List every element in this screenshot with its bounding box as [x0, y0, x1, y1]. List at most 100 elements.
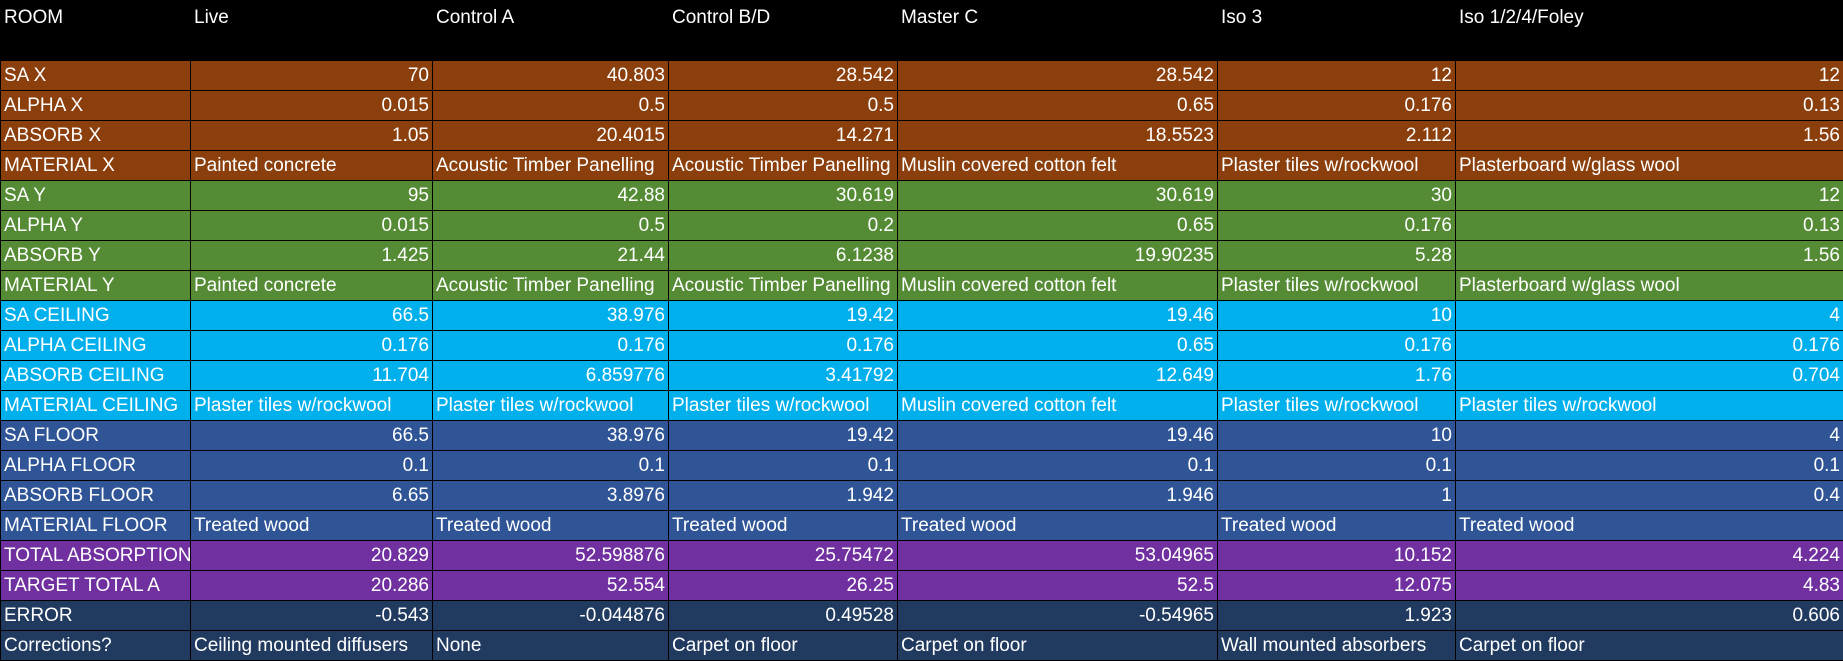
data-cell[interactable]: Treated wood: [1456, 511, 1843, 541]
data-cell[interactable]: 0.176: [433, 331, 669, 361]
data-cell[interactable]: Carpet on floor: [1456, 631, 1843, 661]
data-cell[interactable]: 1.946: [898, 481, 1218, 511]
row-label-cell[interactable]: ALPHA FLOOR: [1, 451, 191, 481]
data-cell[interactable]: 20.829: [191, 541, 433, 571]
data-cell[interactable]: 1.56: [1456, 121, 1843, 151]
data-cell[interactable]: 0.65: [898, 331, 1218, 361]
row-label-cell[interactable]: TOTAL ABSORPTION: [1, 541, 191, 571]
row-label-cell[interactable]: ABSORB X: [1, 121, 191, 151]
data-cell[interactable]: 0.606: [1456, 601, 1843, 631]
row-label-cell[interactable]: SA X: [1, 61, 191, 91]
data-cell[interactable]: 0.015: [191, 211, 433, 241]
data-cell[interactable]: -0.54965: [898, 601, 1218, 631]
data-cell[interactable]: Carpet on floor: [669, 631, 898, 661]
data-cell[interactable]: 53.04965: [898, 541, 1218, 571]
row-label-cell[interactable]: ALPHA Y: [1, 211, 191, 241]
data-cell[interactable]: 0.13: [1456, 211, 1843, 241]
row-label-cell[interactable]: ABSORB FLOOR: [1, 481, 191, 511]
data-cell[interactable]: 3.41792: [669, 361, 898, 391]
data-cell[interactable]: Plaster tiles w/rockwool: [191, 391, 433, 421]
data-cell[interactable]: 0.5: [433, 91, 669, 121]
data-cell[interactable]: Painted concrete: [191, 271, 433, 301]
data-cell[interactable]: 52.5: [898, 571, 1218, 601]
header-cell-iso-1-2-4-foley[interactable]: Iso 1/2/4/Foley: [1456, 1, 1843, 61]
data-cell[interactable]: 1.923: [1218, 601, 1456, 631]
data-cell[interactable]: 6.1238: [669, 241, 898, 271]
row-label-cell[interactable]: MATERIAL CEILING: [1, 391, 191, 421]
data-cell[interactable]: 0.1: [898, 451, 1218, 481]
data-cell[interactable]: 0.4: [1456, 481, 1843, 511]
data-cell[interactable]: Carpet on floor: [898, 631, 1218, 661]
data-cell[interactable]: 12: [1456, 181, 1843, 211]
data-cell[interactable]: 0.176: [669, 331, 898, 361]
data-cell[interactable]: 2.112: [1218, 121, 1456, 151]
data-cell[interactable]: 0.65: [898, 211, 1218, 241]
data-cell[interactable]: 38.976: [433, 421, 669, 451]
data-cell[interactable]: 3.8976: [433, 481, 669, 511]
row-label-cell[interactable]: SA FLOOR: [1, 421, 191, 451]
header-cell-iso-3[interactable]: Iso 3: [1218, 1, 1456, 61]
data-cell[interactable]: Plaster tiles w/rockwool: [433, 391, 669, 421]
header-cell-control-a[interactable]: Control A: [433, 1, 669, 61]
data-cell[interactable]: 38.976: [433, 301, 669, 331]
data-cell[interactable]: 1.56: [1456, 241, 1843, 271]
row-label-cell[interactable]: MATERIAL Y: [1, 271, 191, 301]
data-cell[interactable]: 40.803: [433, 61, 669, 91]
row-label-cell[interactable]: ABSORB CEILING: [1, 361, 191, 391]
data-cell[interactable]: 0.176: [191, 331, 433, 361]
data-cell[interactable]: Treated wood: [433, 511, 669, 541]
data-cell[interactable]: 0.2: [669, 211, 898, 241]
data-cell[interactable]: Treated wood: [898, 511, 1218, 541]
data-cell[interactable]: 52.598876: [433, 541, 669, 571]
row-label-cell[interactable]: ERROR: [1, 601, 191, 631]
header-cell-live[interactable]: Live: [191, 1, 433, 61]
data-cell[interactable]: 0.176: [1218, 211, 1456, 241]
data-cell[interactable]: 0.176: [1456, 331, 1843, 361]
data-cell[interactable]: 0.65: [898, 91, 1218, 121]
data-cell[interactable]: 10.152: [1218, 541, 1456, 571]
data-cell[interactable]: 0.1: [433, 451, 669, 481]
data-cell[interactable]: 0.1: [1218, 451, 1456, 481]
data-cell[interactable]: Treated wood: [191, 511, 433, 541]
data-cell[interactable]: 4.224: [1456, 541, 1843, 571]
data-cell[interactable]: 66.5: [191, 421, 433, 451]
data-cell[interactable]: 19.42: [669, 421, 898, 451]
row-label-cell[interactable]: SA Y: [1, 181, 191, 211]
data-cell[interactable]: 14.271: [669, 121, 898, 151]
data-cell[interactable]: 0.176: [1218, 91, 1456, 121]
data-cell[interactable]: None: [433, 631, 669, 661]
data-cell[interactable]: Acoustic Timber Panelling: [433, 151, 669, 181]
data-cell[interactable]: 4: [1456, 301, 1843, 331]
data-cell[interactable]: Muslin covered cotton felt: [898, 391, 1218, 421]
data-cell[interactable]: -0.543: [191, 601, 433, 631]
data-cell[interactable]: 30.619: [898, 181, 1218, 211]
row-label-cell[interactable]: TARGET TOTAL A: [1, 571, 191, 601]
data-cell[interactable]: 1: [1218, 481, 1456, 511]
data-cell[interactable]: 5.28: [1218, 241, 1456, 271]
data-cell[interactable]: Muslin covered cotton felt: [898, 271, 1218, 301]
data-cell[interactable]: 28.542: [898, 61, 1218, 91]
data-cell[interactable]: 95: [191, 181, 433, 211]
data-cell[interactable]: 12: [1456, 61, 1843, 91]
data-cell[interactable]: 19.90235: [898, 241, 1218, 271]
data-cell[interactable]: Plaster tiles w/rockwool: [1456, 391, 1843, 421]
data-cell[interactable]: Plaster tiles w/rockwool: [1218, 151, 1456, 181]
row-label-cell[interactable]: ALPHA CEILING: [1, 331, 191, 361]
row-label-cell[interactable]: Corrections?: [1, 631, 191, 661]
data-cell[interactable]: 0.5: [433, 211, 669, 241]
data-cell[interactable]: 28.542: [669, 61, 898, 91]
data-cell[interactable]: Muslin covered cotton felt: [898, 151, 1218, 181]
data-cell[interactable]: 19.42: [669, 301, 898, 331]
data-cell[interactable]: 20.4015: [433, 121, 669, 151]
data-cell[interactable]: 1.76: [1218, 361, 1456, 391]
data-cell[interactable]: 70: [191, 61, 433, 91]
data-cell[interactable]: -0.044876: [433, 601, 669, 631]
data-cell[interactable]: 0.015: [191, 91, 433, 121]
data-cell[interactable]: 25.75472: [669, 541, 898, 571]
data-cell[interactable]: Treated wood: [1218, 511, 1456, 541]
data-cell[interactable]: 20.286: [191, 571, 433, 601]
data-cell[interactable]: 21.44: [433, 241, 669, 271]
data-cell[interactable]: 1.942: [669, 481, 898, 511]
header-cell-master-c[interactable]: Master C: [898, 1, 1218, 61]
data-cell[interactable]: 0.176: [1218, 331, 1456, 361]
